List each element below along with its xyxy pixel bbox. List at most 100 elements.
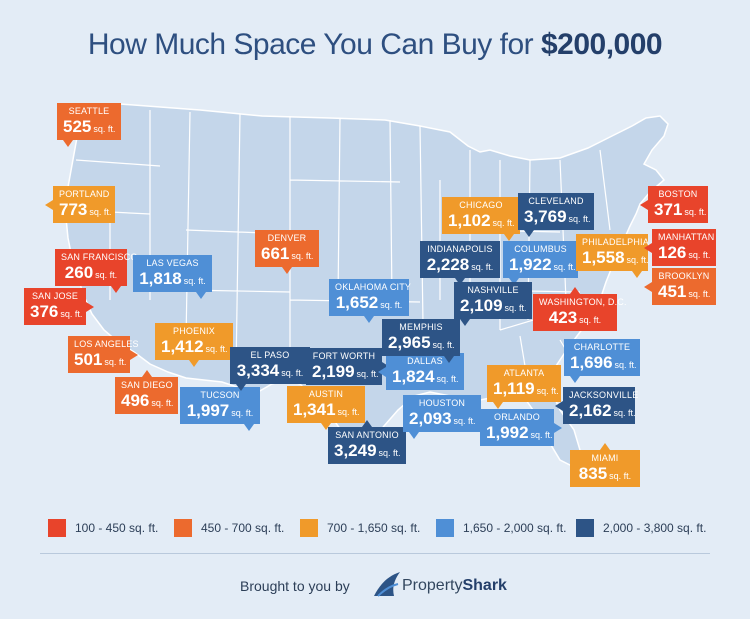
legend-label: 100 - 450 sq. ft. bbox=[75, 521, 159, 535]
city-area: 2,965 bbox=[388, 333, 431, 352]
brand-part2: Shark bbox=[462, 577, 507, 594]
legend-item: 2,000 - 3,800 sq. ft. bbox=[576, 519, 706, 537]
title-prefix: How Much Space You Can Buy for bbox=[87, 28, 534, 61]
brand-part1: Property bbox=[402, 577, 463, 594]
callout-austin: AUSTIN 1,341 sq. ft. bbox=[287, 386, 365, 430]
unit-label: sq. ft. bbox=[205, 344, 228, 354]
city-area: 371 bbox=[654, 200, 683, 219]
unit-label: sq. ft. bbox=[613, 408, 636, 418]
callout-phoenix: PHOENIX 1,412 sq. ft. bbox=[155, 323, 233, 367]
callout-charlotte: CHARLOTTE 1,696 sq. ft. bbox=[564, 339, 640, 383]
city-name: BOSTON bbox=[658, 189, 698, 199]
city-area: 2,199 bbox=[312, 362, 355, 381]
legend: 100 - 450 sq. ft. 450 - 700 sq. ft. 700 … bbox=[40, 519, 720, 541]
city-name: AUSTIN bbox=[308, 389, 344, 399]
callout-cleveland: CLEVELAND 3,769 sq. ft. bbox=[518, 193, 594, 237]
legend-label: 2,000 - 3,800 sq. ft. bbox=[603, 521, 707, 535]
callout-atlanta: ATLANTA 1,119 sq. ft. bbox=[487, 365, 561, 409]
city-area: 2,228 bbox=[426, 255, 470, 274]
unit-label: sq. ft. bbox=[356, 369, 379, 379]
city-area: 2,162 bbox=[569, 401, 612, 420]
city-name: SEATTLE bbox=[68, 106, 110, 116]
legend-label: 1,650 - 2,000 sq. ft. bbox=[463, 521, 567, 535]
city-area: 1,818 bbox=[139, 269, 182, 288]
city-name: JACKSONVILLE bbox=[569, 390, 639, 400]
unit-label: sq. ft. bbox=[492, 218, 515, 228]
callout-seattle: SEATTLE 525 sq. ft. bbox=[57, 103, 121, 147]
city-area: 1,102 bbox=[448, 211, 491, 230]
city-area: 3,249 bbox=[334, 441, 377, 460]
unit-label: sq. ft. bbox=[337, 407, 360, 417]
city-name: CHICAGO bbox=[459, 200, 503, 210]
city-name: SAN DIEGO bbox=[121, 380, 173, 390]
city-name: DENVER bbox=[267, 233, 307, 243]
city-area: 501 bbox=[74, 350, 103, 369]
callout-miami: MIAMI 835 sq. ft. bbox=[570, 443, 640, 487]
city-name: MANHATTAN bbox=[658, 232, 715, 242]
unit-label: sq. ft. bbox=[471, 262, 494, 272]
unit-label: sq. ft. bbox=[281, 368, 304, 378]
city-name: PORTLAND bbox=[59, 189, 110, 199]
city-area: 1,824 bbox=[392, 367, 435, 386]
unit-label: sq. ft. bbox=[453, 416, 476, 426]
city-area: 661 bbox=[261, 244, 290, 263]
callout-tucson: TUCSON 1,997 sq. ft. bbox=[180, 387, 260, 431]
unit-label: sq. ft. bbox=[104, 357, 127, 367]
callout-manhattan: MANHATTAN 126 sq. ft. bbox=[644, 229, 716, 266]
callout-portland: PORTLAND 773 sq. ft. bbox=[45, 186, 115, 223]
unit-label: sq. ft. bbox=[504, 303, 527, 313]
callout-jacksonville: JACKSONVILLE 2,162 sq. ft. bbox=[555, 387, 639, 424]
unit-label: sq. ft. bbox=[95, 270, 118, 280]
city-name: MIAMI bbox=[591, 453, 619, 463]
unit-label: sq. ft. bbox=[231, 408, 254, 418]
city-area: 1,922 bbox=[509, 255, 552, 274]
callout-orlando: ORLANDO 1,992 sq. ft. bbox=[480, 409, 562, 446]
city-area: 376 bbox=[30, 302, 59, 321]
city-name: SAN ANTONIO bbox=[335, 430, 399, 440]
callout-brooklyn: BROOKLYN 451 sq. ft. bbox=[644, 268, 716, 305]
city-name: COLUMBUS bbox=[514, 244, 567, 254]
city-area: 423 bbox=[548, 308, 578, 327]
brand-logo: PropertyShark bbox=[402, 577, 507, 595]
city-name: PHILADELPHIA bbox=[582, 237, 649, 247]
callout-boston: BOSTON 371 sq. ft. bbox=[640, 186, 708, 223]
city-area: 1,997 bbox=[186, 401, 230, 420]
city-name: LOS ANGELES bbox=[74, 339, 139, 349]
unit-label: sq. ft. bbox=[151, 398, 174, 408]
unit-label: sq. ft. bbox=[380, 300, 403, 310]
callout-fort-worth: FORT WORTH 2,199 sq. ft. bbox=[306, 348, 390, 385]
city-name: DALLAS bbox=[407, 356, 443, 366]
city-area: 1,119 bbox=[493, 379, 535, 398]
legend-label: 450 - 700 sq. ft. bbox=[201, 521, 285, 535]
legend-swatch bbox=[576, 519, 594, 537]
city-name: WASHINGTON, D.C. bbox=[539, 297, 627, 307]
unit-label: sq. ft. bbox=[432, 340, 455, 350]
city-area: 496 bbox=[121, 391, 150, 410]
city-area: 1,992 bbox=[486, 423, 529, 442]
city-name: ATLANTA bbox=[503, 368, 545, 378]
unit-label: sq. ft. bbox=[579, 315, 602, 325]
city-name: PHOENIX bbox=[173, 326, 215, 336]
callout-el-paso: EL PASO 3,334 sq. ft. bbox=[230, 347, 310, 391]
unit-label: sq. ft. bbox=[60, 309, 83, 319]
callout-san-diego: SAN DIEGO 496 sq. ft. bbox=[115, 370, 178, 414]
callout-oklahoma-city: OKLAHOMA CITY 1,652 sq. ft. bbox=[329, 279, 411, 323]
city-area: 451 bbox=[658, 282, 687, 301]
callout-nashville: NASHVILLE 2,109 sq. ft. bbox=[454, 282, 532, 326]
unit-label: sq. ft. bbox=[93, 124, 116, 134]
legend-item: 700 - 1,650 sq. ft. bbox=[300, 519, 420, 537]
city-area: 1,341 bbox=[293, 400, 336, 419]
city-area: 1,412 bbox=[161, 337, 204, 356]
unit-label: sq. ft. bbox=[609, 471, 632, 481]
callout-washington-dc: WASHINGTON, D.C. 423 sq. ft. bbox=[533, 287, 627, 331]
city-name: BROOKLYN bbox=[658, 271, 710, 281]
city-name: TUCSON bbox=[200, 390, 240, 400]
callout-san-francisco: SAN FRANCISCO 260 sq. ft. bbox=[55, 249, 138, 293]
city-name: EL PASO bbox=[250, 350, 290, 360]
city-area: 2,109 bbox=[460, 296, 503, 315]
unit-label: sq. ft. bbox=[614, 360, 637, 370]
city-area: 2,093 bbox=[409, 409, 452, 428]
callout-los-angeles: LOS ANGELES 501 sq. ft. bbox=[68, 336, 139, 373]
city-name: SAN FRANCISCO bbox=[61, 252, 138, 262]
callout-houston: HOUSTON 2,093 sq. ft. bbox=[403, 395, 481, 439]
